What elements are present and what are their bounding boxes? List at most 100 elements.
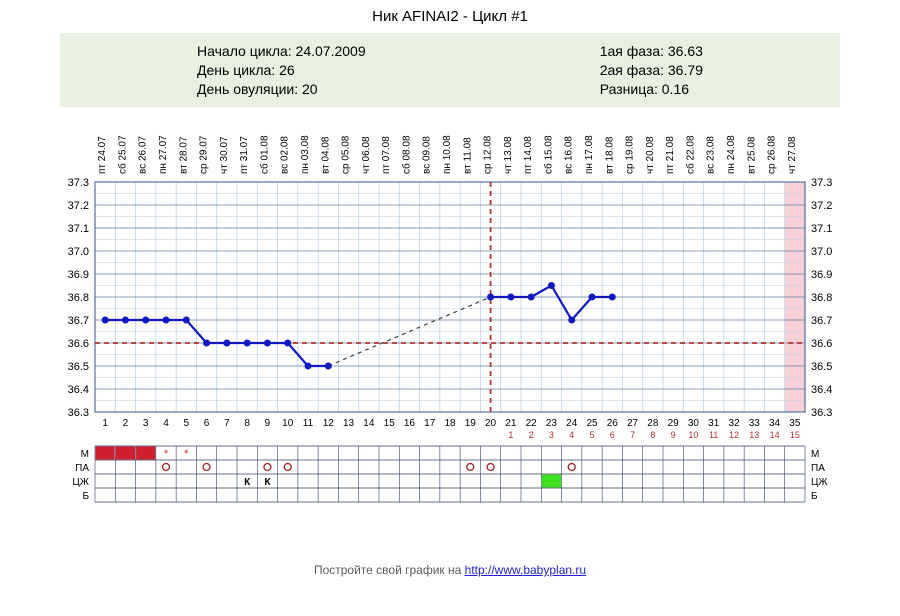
svg-text:чт 27.08: чт 27.08: [787, 136, 798, 174]
svg-text:36.6: 36.6: [811, 338, 832, 350]
svg-text:вс 23.08: вс 23.08: [706, 136, 717, 174]
svg-text:вс 26.07: вс 26.07: [138, 136, 149, 174]
svg-text:9: 9: [671, 430, 676, 440]
svg-text:9: 9: [265, 418, 271, 429]
svg-text:10: 10: [688, 430, 698, 440]
svg-text:1: 1: [508, 430, 513, 440]
svg-text:ПА: ПА: [75, 463, 89, 474]
svg-text:36.7: 36.7: [811, 315, 832, 327]
svg-text:37.3: 37.3: [68, 177, 89, 189]
svg-text:28: 28: [647, 418, 659, 429]
svg-text:пн 27.07: пн 27.07: [158, 135, 169, 174]
svg-text:37.0: 37.0: [811, 246, 832, 258]
cycle-summary: Начало цикла: 24.07.2009 День цикла: 26 …: [60, 33, 840, 107]
svg-text:чт 30.07: чт 30.07: [219, 136, 230, 174]
svg-text:3: 3: [549, 430, 554, 440]
svg-text:12: 12: [323, 418, 335, 429]
phase1: 1ая фаза: 36.63: [600, 43, 703, 59]
svg-text:Б: Б: [82, 491, 89, 502]
svg-text:сб 08.08: сб 08.08: [400, 135, 412, 174]
svg-text:10: 10: [282, 418, 294, 429]
svg-text:36.9: 36.9: [68, 269, 89, 281]
svg-text:36.9: 36.9: [811, 269, 832, 281]
cycle-start: Начало цикла: 24.07.2009: [197, 43, 366, 59]
svg-text:11: 11: [303, 418, 314, 429]
svg-text:36.7: 36.7: [68, 315, 89, 327]
svg-text:36.6: 36.6: [68, 338, 89, 350]
svg-text:чт 06.08: чт 06.08: [361, 136, 372, 174]
svg-text:вс 16.08: вс 16.08: [564, 136, 575, 174]
svg-text:вт 25.08: вт 25.08: [746, 136, 757, 174]
bbt-chart: пт 24.07сб 25.07вс 26.07пн 27.07вт 28.07…: [55, 117, 845, 557]
svg-text:36.5: 36.5: [811, 361, 832, 373]
svg-text:32: 32: [728, 418, 740, 429]
svg-text:вт 11.08: вт 11.08: [462, 137, 473, 174]
svg-text:34: 34: [769, 418, 781, 429]
svg-text:37.1: 37.1: [68, 223, 89, 235]
svg-text:К: К: [244, 477, 251, 488]
svg-text:ср 12.08: ср 12.08: [483, 135, 494, 174]
svg-text:сб 01.08: сб 01.08: [258, 135, 270, 174]
svg-text:М: М: [811, 449, 819, 460]
svg-text:пн 03.08: пн 03.08: [300, 135, 311, 174]
svg-text:пн 24.08: пн 24.08: [726, 135, 737, 174]
svg-text:19: 19: [465, 418, 477, 429]
svg-text:вс 09.08: вс 09.08: [422, 136, 433, 174]
svg-text:13: 13: [343, 418, 355, 429]
phase-diff: Разница: 0.16: [600, 81, 703, 97]
footer-link[interactable]: http://www.babyplan.ru: [465, 563, 586, 577]
svg-text:пн 17.08: пн 17.08: [584, 135, 595, 174]
svg-text:ЦЖ: ЦЖ: [72, 477, 89, 488]
svg-text:23: 23: [546, 418, 558, 429]
svg-text:37.2: 37.2: [811, 200, 832, 212]
svg-text:4: 4: [569, 430, 574, 440]
svg-text:6: 6: [610, 430, 615, 440]
svg-text:Б: Б: [811, 491, 818, 502]
svg-text:37.0: 37.0: [68, 246, 89, 258]
svg-text:16: 16: [404, 418, 416, 429]
svg-text:14: 14: [363, 418, 375, 429]
svg-text:13: 13: [749, 430, 759, 440]
svg-text:пн 10.08: пн 10.08: [442, 135, 453, 174]
svg-text:25: 25: [586, 418, 598, 429]
footer: Постройте свой график на http://www.baby…: [0, 563, 900, 577]
svg-text:вт 28.07: вт 28.07: [178, 136, 189, 174]
svg-text:7: 7: [224, 418, 230, 429]
svg-text:26: 26: [607, 418, 619, 429]
svg-text:вс 02.08: вс 02.08: [280, 136, 291, 174]
svg-text:36.3: 36.3: [68, 407, 89, 419]
svg-text:3: 3: [143, 418, 149, 429]
svg-text:36.4: 36.4: [811, 384, 832, 396]
svg-text:6: 6: [204, 418, 210, 429]
svg-text:37.2: 37.2: [68, 200, 89, 212]
svg-text:20: 20: [485, 418, 497, 429]
svg-text:21: 21: [505, 418, 517, 429]
chart-title: Ник AFINAI2 - Цикл #1: [0, 0, 900, 33]
svg-text:18: 18: [444, 418, 456, 429]
svg-text:36.8: 36.8: [811, 292, 832, 304]
svg-text:4: 4: [163, 418, 169, 429]
svg-text:1: 1: [102, 418, 108, 429]
svg-text:ср 26.08: ср 26.08: [767, 135, 778, 174]
svg-text:2: 2: [123, 418, 129, 429]
svg-text:12: 12: [729, 430, 739, 440]
svg-text:14: 14: [770, 430, 780, 440]
phase2: 2ая фаза: 36.79: [600, 62, 703, 78]
svg-text:вт 04.08: вт 04.08: [320, 136, 331, 174]
svg-text:пт 07.08: пт 07.08: [381, 136, 392, 174]
svg-text:ЦЖ: ЦЖ: [811, 477, 828, 488]
cycle-day: День цикла: 26: [197, 62, 366, 78]
svg-text:вт 18.08: вт 18.08: [604, 136, 615, 174]
svg-text:37.3: 37.3: [811, 177, 832, 189]
svg-text:8: 8: [650, 430, 655, 440]
svg-text:5: 5: [184, 418, 190, 429]
svg-text:пт 24.07: пт 24.07: [97, 136, 108, 174]
svg-text:ср 29.07: ср 29.07: [199, 135, 210, 174]
svg-text:*: *: [184, 448, 189, 460]
svg-text:ПА: ПА: [811, 463, 825, 474]
svg-text:5: 5: [589, 430, 594, 440]
svg-text:36.5: 36.5: [68, 361, 89, 373]
svg-text:ср 05.08: ср 05.08: [341, 135, 352, 174]
svg-text:29: 29: [668, 418, 680, 429]
svg-text:15: 15: [790, 430, 800, 440]
